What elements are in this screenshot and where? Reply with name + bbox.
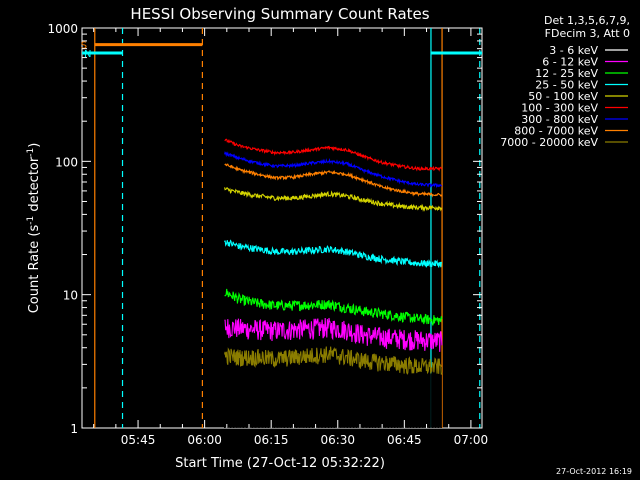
plot-area: SN 05:45 06:00 06:15 06:30 06:45 07:00 1 10 100… [47, 22, 488, 447]
legend-label-5: 100 - 300 keV [521, 102, 598, 115]
series-5 [224, 138, 443, 172]
x-axis: 05:45 06:00 06:15 06:30 06:45 07:00 [93, 28, 489, 447]
series-4 [224, 187, 443, 212]
flag-bars: SN [81, 41, 482, 60]
series-0 [224, 335, 442, 428]
series-line-8 [224, 346, 443, 375]
y-axis-label-sup2: -1 [26, 148, 36, 157]
y-axis-label-sup1: -1 [26, 216, 36, 225]
x-tick-label-5: 07:00 [454, 433, 489, 447]
series-2 [224, 288, 443, 327]
series-line-5 [224, 138, 443, 172]
series-group [224, 138, 443, 428]
x-tick-label-3: 06:30 [320, 433, 355, 447]
series-6 [224, 151, 443, 189]
legend-label-7: 800 - 7000 keV [514, 125, 598, 138]
y-axis-label: Count Rate (s-1 detector-1) [26, 143, 42, 314]
series-7 [224, 163, 443, 198]
series-line-3 [224, 239, 443, 268]
x-tick-label-2: 06:15 [254, 433, 289, 447]
legend-label-3: 25 - 50 keV [535, 79, 598, 92]
series-line-4 [224, 187, 443, 212]
y-axis-label-mid: detector [27, 156, 42, 216]
legend-label-6: 300 - 800 keV [521, 113, 598, 126]
legend-label-8: 7000 - 20000 keV [500, 136, 598, 149]
series-3 [224, 239, 443, 268]
legend: Det 1,3,5,6,7,9, FDecim 3, Att 0 3 - 6 k… [500, 14, 630, 149]
y-tick-label-0: 1 [70, 422, 78, 436]
x-tick-label-1: 06:00 [187, 433, 222, 447]
y-axis-label-main: Count Rate (s [27, 225, 42, 314]
legend-label-4: 50 - 100 keV [528, 90, 598, 103]
series-line-1 [224, 317, 443, 352]
legend-header-2: FDecim 3, Att 0 [545, 27, 630, 40]
series-line-2 [224, 288, 443, 327]
y-axis-label-end: ) [27, 143, 42, 148]
flag-label-n: N [84, 49, 91, 60]
x-tick-label-0: 05:45 [121, 433, 156, 447]
vertical-markers [94, 28, 481, 428]
y-tick-label-3: 1000 [47, 22, 78, 36]
y-tick-label-1: 10 [63, 289, 78, 303]
chart-title: HESSI Observing Summary Count Rates [130, 5, 429, 23]
x-tick-label-4: 06:45 [387, 433, 422, 447]
series-line-7 [224, 163, 443, 198]
series-8 [224, 346, 443, 375]
legend-header-1: Det 1,3,5,6,7,9, [544, 14, 630, 27]
legend-label-1: 6 - 12 keV [542, 56, 598, 69]
x-axis-label: Start Time (27-Oct-12 05:32:22) [175, 456, 385, 471]
flag-label-s: S [81, 41, 87, 52]
series-line-6 [224, 151, 443, 189]
y-tick-label-2: 100 [55, 155, 78, 169]
footer-timestamp: 27-Oct-2012 16:19 [556, 467, 632, 476]
y-axis: 1 10 100 1000 [47, 22, 482, 436]
series-1 [224, 317, 443, 352]
legend-label-2: 12 - 25 keV [535, 67, 598, 80]
series-line-0 [224, 335, 442, 428]
legend-label-0: 3 - 6 keV [549, 44, 598, 57]
